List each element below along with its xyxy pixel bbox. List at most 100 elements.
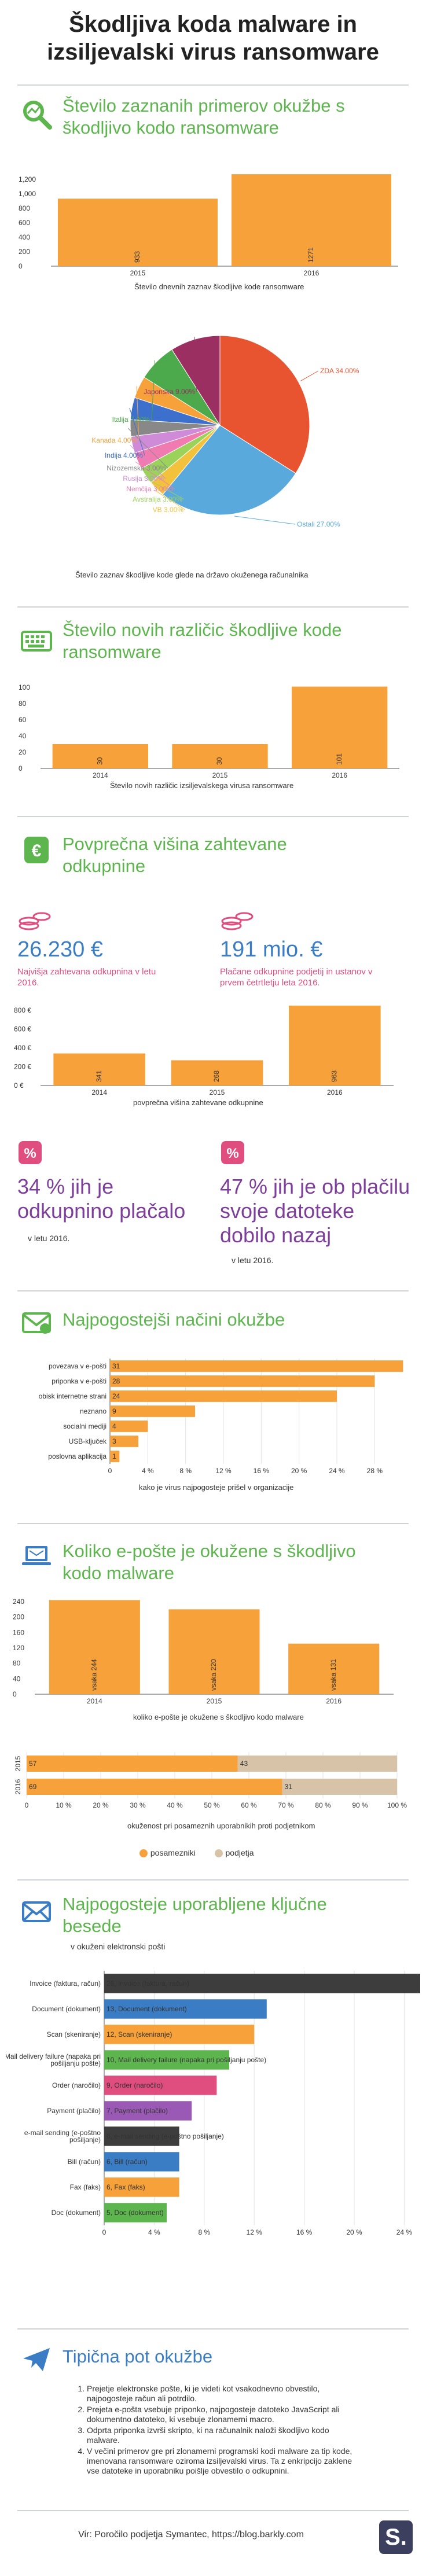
section-title-ransom: Povprečna višina zahtevane odkupnine bbox=[63, 833, 287, 877]
chart-infection-methods: 0 4 % 8 % 12 % 16 % 20 % 24 % 28 % povezava v e-… bbox=[39, 1359, 403, 1475]
y-tick-label: 80 bbox=[13, 1659, 21, 1668]
divider bbox=[17, 2510, 409, 2511]
percent-icon: % bbox=[19, 1141, 42, 1164]
bar-value-label: 26, Invoice (faktura, račun) bbox=[106, 1979, 189, 1988]
y-tick-label: 600 € bbox=[14, 1025, 31, 1033]
y-tick-label: 80 bbox=[19, 700, 27, 708]
x-tick-label: 2016 bbox=[326, 1697, 341, 1705]
section-title-line: besede bbox=[63, 1916, 122, 1936]
bar-value-label: 5, Doc (dokument) bbox=[106, 2209, 164, 2217]
y-tick-label: 120 bbox=[13, 1644, 24, 1652]
bar bbox=[104, 2025, 255, 2044]
chart-new-variants: 0 20 40 60 80 100 30 2014 30 2015 101 2016 bbox=[19, 683, 399, 779]
bar bbox=[53, 1053, 145, 1085]
infection-step: V večini primerov gre pri zlonamerni pro… bbox=[87, 2446, 359, 2476]
pie-label: Rusija 3.00% bbox=[123, 474, 164, 483]
pie-leader-line bbox=[136, 386, 139, 441]
bar-value-label: 4 bbox=[112, 1422, 116, 1430]
bar-value-label: 933 bbox=[133, 251, 141, 263]
y-tick-label: Doc (dokument) bbox=[52, 2209, 101, 2217]
bar bbox=[232, 174, 391, 266]
x-tick-label: 24 % bbox=[396, 2228, 413, 2236]
section-title-infection-methods: Najpogostejši načini okužbe bbox=[63, 1309, 285, 1330]
divider bbox=[17, 1290, 409, 1291]
title-line-1: Škodljiva koda malware in bbox=[69, 12, 357, 37]
chart-caption: Število novih različic izsiljevalskega v… bbox=[110, 781, 294, 790]
y-tick-label: pošiljanju pošte) bbox=[50, 2059, 101, 2067]
recovered-percent-year: v letu 2016. bbox=[232, 1256, 274, 1265]
legend-swatch-companies bbox=[214, 1849, 223, 1858]
bar bbox=[110, 1451, 120, 1462]
bar bbox=[292, 686, 388, 768]
y-tick-label: 240 bbox=[13, 1598, 24, 1606]
bar bbox=[289, 1006, 381, 1085]
bar bbox=[168, 1609, 260, 1694]
bar bbox=[58, 198, 218, 266]
x-tick-label: 40 % bbox=[167, 1801, 183, 1809]
bar bbox=[49, 1600, 140, 1694]
bar-value-label: 6, Fax (faks) bbox=[106, 2183, 145, 2191]
section-title-line: škodljivo kodo ransomware bbox=[63, 117, 279, 138]
legend-label-individuals: posamezniki bbox=[150, 1848, 196, 1857]
title-line-2: izsiljevalski virus ransomware bbox=[47, 39, 379, 65]
divider bbox=[17, 1523, 409, 1524]
section-title-line: Število zaznanih primerov okužbe s bbox=[63, 95, 345, 116]
x-tick-label: 2015 bbox=[130, 269, 146, 277]
bar bbox=[104, 1974, 420, 1993]
y-tick-label: 40 bbox=[13, 1675, 21, 1683]
section-title-line: Število novih različic škodljive kode bbox=[63, 620, 342, 640]
infection-step: Prejeta e-pošta vsebuje priponko, najpog… bbox=[87, 2405, 359, 2424]
y-tick-label: 400 € bbox=[14, 1044, 31, 1052]
x-tick-label: 2016 bbox=[327, 1088, 343, 1096]
bar-value-label: 341 bbox=[95, 1070, 103, 1082]
magnifier-icon bbox=[23, 101, 52, 130]
percent-line: svoje datoteke bbox=[220, 1199, 355, 1223]
paid-ransom-text: Plačane odkupnine podjetij in ustanov v … bbox=[220, 966, 373, 988]
y-tick-label: 800 € bbox=[14, 1006, 31, 1014]
stacked-bar-segment bbox=[237, 1756, 397, 1772]
bar-value-label: 24 bbox=[112, 1392, 120, 1400]
y-tick-label: 0 bbox=[19, 262, 23, 270]
bar-value-label: 6, e-mail sending (e-poštno pošiljanje) bbox=[106, 2132, 224, 2140]
x-tick-label: 4 % bbox=[142, 1467, 154, 1475]
envelope-icon bbox=[22, 1312, 51, 1334]
y-tick-label: 1,200 bbox=[19, 175, 36, 183]
bar-value-label: 7, Payment (plačilo) bbox=[106, 2107, 168, 2115]
y-tick-label: 100 bbox=[19, 683, 30, 691]
pie-label: Avstralija 3.00% bbox=[133, 495, 182, 503]
bar bbox=[104, 2050, 229, 2070]
paid-percent: 34 % jih je odkupnino plačalo bbox=[17, 1175, 185, 1223]
plane-icon bbox=[23, 2348, 50, 2371]
divider bbox=[17, 816, 409, 817]
pie-label: Italija 7.00% bbox=[112, 415, 150, 424]
stat-text-line: Plačane odkupnine podjetij in ustanov v bbox=[220, 967, 373, 977]
pie-label: Nemčija 3.00% bbox=[126, 485, 173, 493]
chart-avg-ransom: 0 € 200 € 400 € 600 € 800 € 341 2014 268 2015 963… bbox=[14, 1006, 394, 1096]
pie-leader-line bbox=[155, 490, 186, 510]
y-tick-label: 200 € bbox=[14, 1063, 31, 1071]
x-tick-label: 2014 bbox=[87, 1697, 102, 1705]
x-tick-label: 0 bbox=[108, 1467, 112, 1475]
x-tick-label: 0 bbox=[25, 1801, 29, 1809]
page-title: Škodljiva koda malware in izsiljevalski … bbox=[0, 10, 426, 66]
legend-label-companies: podjetja bbox=[225, 1848, 254, 1857]
bar-value-label: 69 bbox=[29, 1783, 37, 1791]
brand-logo: S. bbox=[379, 2520, 413, 2554]
bar-value-label: 10, Mail delivery failure (napaka pri po… bbox=[106, 2056, 266, 2064]
chart-caption: Število dnevnih zaznav škodljive kode ra… bbox=[134, 282, 304, 291]
x-tick-label: 10 % bbox=[56, 1801, 72, 1809]
y-tick-label: neznano bbox=[80, 1407, 106, 1415]
stacked-bar-segment bbox=[282, 1779, 397, 1795]
y-tick-label: 0 bbox=[13, 1690, 17, 1698]
chart-caption: okuženost pri posameznih uporabnikih pro… bbox=[127, 1821, 315, 1830]
percent-icon: % bbox=[221, 1141, 244, 1164]
y-tick-label: e-mail sending (e-poštno bbox=[24, 2129, 101, 2137]
x-tick-label: 2014 bbox=[93, 771, 108, 779]
stat-text-line: Najvišja zahtevana odkupnina v letu bbox=[17, 967, 156, 977]
bar-value-label: 30 bbox=[96, 757, 104, 765]
pie-leader-line bbox=[234, 516, 296, 525]
section-title-infection-path: Tipična pot okužbe bbox=[63, 2346, 213, 2367]
bar bbox=[288, 1643, 380, 1694]
chart-individuals-vs-business: 0 10 % 20 % 30 % 40 % 50 % 60 % 70 % 80 % 90 % 100… bbox=[14, 1752, 407, 1809]
pie-label: Indija 4.00% bbox=[105, 451, 143, 459]
